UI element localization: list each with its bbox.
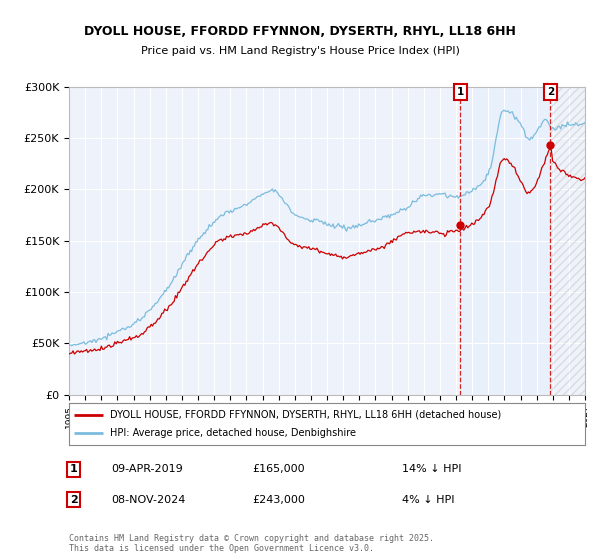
Text: £165,000: £165,000: [252, 464, 305, 474]
Text: 2: 2: [547, 87, 554, 97]
Text: DYOLL HOUSE, FFORDD FFYNNON, DYSERTH, RHYL, LL18 6HH (detached house): DYOLL HOUSE, FFORDD FFYNNON, DYSERTH, RH…: [110, 410, 502, 420]
Text: DYOLL HOUSE, FFORDD FFYNNON, DYSERTH, RHYL, LL18 6HH: DYOLL HOUSE, FFORDD FFYNNON, DYSERTH, RH…: [84, 25, 516, 38]
Text: HPI: Average price, detached house, Denbighshire: HPI: Average price, detached house, Denb…: [110, 428, 356, 438]
Text: 4% ↓ HPI: 4% ↓ HPI: [402, 494, 455, 505]
Text: 1: 1: [70, 464, 77, 474]
Text: Contains HM Land Registry data © Crown copyright and database right 2025.
This d: Contains HM Land Registry data © Crown c…: [69, 534, 434, 553]
Text: 1: 1: [457, 87, 464, 97]
Text: 14% ↓ HPI: 14% ↓ HPI: [402, 464, 461, 474]
Text: Price paid vs. HM Land Registry's House Price Index (HPI): Price paid vs. HM Land Registry's House …: [140, 46, 460, 56]
Text: £243,000: £243,000: [252, 494, 305, 505]
Text: 08-NOV-2024: 08-NOV-2024: [111, 494, 185, 505]
Text: 09-APR-2019: 09-APR-2019: [111, 464, 183, 474]
Text: 2: 2: [70, 494, 77, 505]
